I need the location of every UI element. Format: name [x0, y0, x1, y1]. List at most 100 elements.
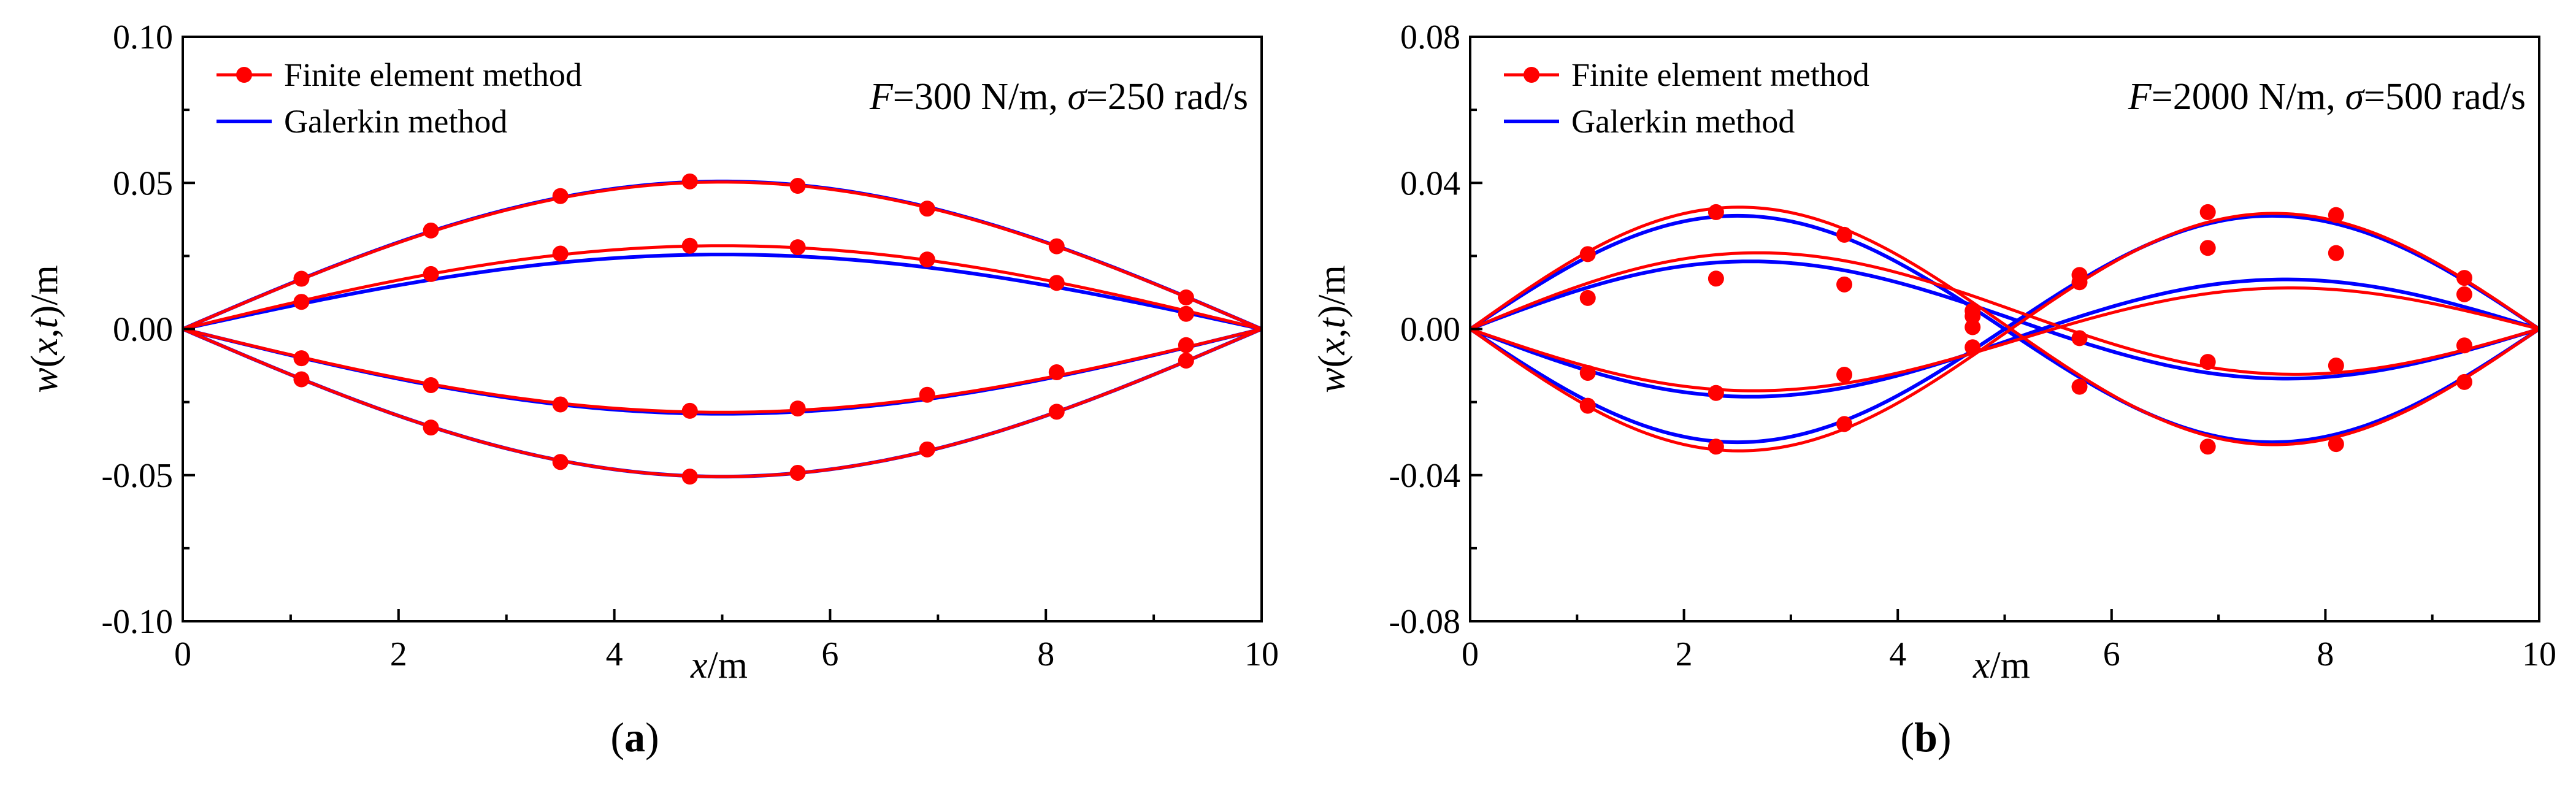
fem-curve-6 — [1470, 251, 2539, 376]
fem-marker-7-3 — [681, 469, 698, 485]
fem-marker-7-1 — [423, 419, 439, 436]
annotation-force-var: F — [2128, 76, 2152, 118]
fem-marker-6-0 — [1579, 289, 1596, 306]
fem-curve-5 — [183, 244, 1262, 331]
fem-marker-7-4 — [2071, 330, 2088, 347]
fem-marker-7-7 — [2456, 337, 2472, 354]
y-axis-label-close: ) — [24, 305, 66, 318]
fem-marker-4-3 — [681, 173, 698, 190]
chart-panel-b: 0 2 4 6 8 10-0.08-0.040.000.040.08w(x,t)/mx/m… — [1311, 18, 2556, 760]
x-tick-label-2: 4 — [606, 635, 623, 673]
fem-marker-7-7 — [1178, 352, 1194, 369]
fem-marker-7-2 — [552, 454, 569, 470]
x-tick-label-3: 6 — [821, 635, 838, 673]
annotation-sigma-value: =500 rad/s — [2364, 76, 2526, 118]
y-axis-label-var: w — [1311, 367, 1353, 392]
x-axis-label: x/m — [690, 645, 748, 686]
series-group — [1470, 205, 2539, 453]
fem-marker-7-6 — [2328, 358, 2344, 374]
fem-marker-5-1 — [1708, 438, 1724, 455]
x-axis-label: x/m — [1972, 645, 2030, 686]
y-axis-label-var: w — [24, 367, 66, 392]
caption-open: ( — [1900, 714, 1914, 760]
fem-marker-4-0 — [1579, 246, 1596, 262]
fem-curve-7 — [183, 327, 1262, 478]
annotation-sigma-var: σ — [2345, 76, 2365, 118]
caption-letter: b — [1914, 714, 1938, 760]
annotation-force-value: =300 N/m, — [893, 76, 1068, 118]
caption-letter: a — [624, 714, 645, 760]
y-tick-label-3: 0.04 — [1400, 164, 1460, 202]
y-axis-label-arg1: x — [24, 338, 66, 356]
galerkin-curve-3 — [1470, 277, 2539, 399]
fem-marker-5-4 — [789, 239, 806, 256]
series-group — [183, 179, 1262, 479]
y-axis-label-unit: /m — [24, 265, 66, 305]
parameter-annotation: F=2000 N/m, σ=500 rad/s — [2128, 76, 2526, 118]
fem-marker-6-6 — [1048, 364, 1065, 381]
fem-marker-5-0 — [293, 294, 310, 310]
y-axis-label-arg2: t — [1311, 317, 1353, 329]
fem-marker-7-2 — [1836, 366, 1853, 383]
legend-fem-label: Finite element method — [1571, 56, 1869, 93]
galerkin-curve-3 — [183, 327, 1262, 479]
fem-marker-4-6 — [1048, 238, 1065, 255]
legend-fem-label: Finite element method — [284, 56, 582, 93]
fem-marker-7-0 — [1579, 364, 1596, 381]
x-axis-label-unit: /m — [708, 645, 748, 686]
fem-curve-5 — [1470, 212, 2539, 453]
fem-marker-7-0 — [293, 371, 310, 388]
x-tick-label-2: 4 — [1889, 635, 1906, 673]
fem-marker-5-6 — [1048, 275, 1065, 291]
y-axis-label-unit: /m — [1311, 265, 1353, 305]
y-tick-label-0: -0.08 — [1389, 603, 1460, 641]
y-axis-label-close: ) — [1311, 305, 1353, 318]
legend-fem-marker — [1524, 67, 1539, 83]
legend-galerkin-label: Galerkin method — [1571, 103, 1795, 140]
fem-marker-7-4 — [789, 464, 806, 481]
y-tick-label-1: -0.04 — [1389, 457, 1460, 495]
y-axis-label-open: ( — [1311, 355, 1353, 368]
fem-marker-5-6 — [2328, 436, 2344, 453]
annotation-force-var: F — [869, 76, 894, 118]
fem-marker-5-5 — [2199, 438, 2216, 455]
fem-marker-4-7 — [1178, 289, 1194, 306]
fem-marker-4-1 — [1708, 204, 1724, 220]
annotation-sigma-value: =250 rad/s — [1086, 76, 1248, 118]
caption-close: ) — [1938, 714, 1952, 760]
panel-caption: (b) — [1900, 714, 1951, 760]
fem-marker-6-3 — [1965, 319, 1981, 335]
y-axis-label-open: ( — [24, 355, 66, 368]
y-tick-label-4: 0.08 — [1400, 18, 1460, 56]
annotation-sigma-var: σ — [1067, 76, 1087, 118]
fem-marker-7-3 — [1965, 308, 1981, 324]
x-axis-label-unit: /m — [1990, 645, 2030, 686]
x-tick-label-5: 10 — [1244, 635, 1279, 673]
legend-galerkin-label: Galerkin method — [284, 103, 507, 140]
x-tick-label-4: 8 — [1037, 635, 1054, 673]
x-tick-label-0: 0 — [1462, 635, 1479, 673]
fem-marker-5-7 — [1178, 305, 1194, 322]
fem-marker-6-7 — [1178, 337, 1194, 353]
fem-marker-5-2 — [1836, 416, 1853, 432]
y-tick-label-2: 0.00 — [113, 311, 173, 349]
x-axis-label-var: x — [1972, 645, 1990, 686]
fem-marker-7-1 — [1708, 385, 1724, 401]
fem-marker-7-6 — [1048, 404, 1065, 420]
x-tick-label-4: 8 — [2317, 635, 2334, 673]
y-axis-label-arg1: x — [1311, 338, 1353, 356]
x-tick-label-5: 10 — [2522, 635, 2556, 673]
x-tick-label-1: 2 — [1676, 635, 1693, 673]
fem-marker-5-0 — [1579, 397, 1596, 414]
fem-marker-5-1 — [423, 266, 439, 282]
x-axis-label-var: x — [690, 645, 708, 686]
fem-marker-4-2 — [552, 188, 569, 204]
fem-marker-6-1 — [423, 377, 439, 393]
y-tick-label-2: 0.00 — [1400, 311, 1460, 349]
y-axis-label-comma: , — [1311, 329, 1353, 339]
fem-marker-5-3 — [681, 237, 698, 254]
fem-marker-7-5 — [919, 441, 935, 458]
galerkin-curve-2 — [1470, 259, 2539, 381]
galerkin-curve-1 — [183, 252, 1262, 331]
